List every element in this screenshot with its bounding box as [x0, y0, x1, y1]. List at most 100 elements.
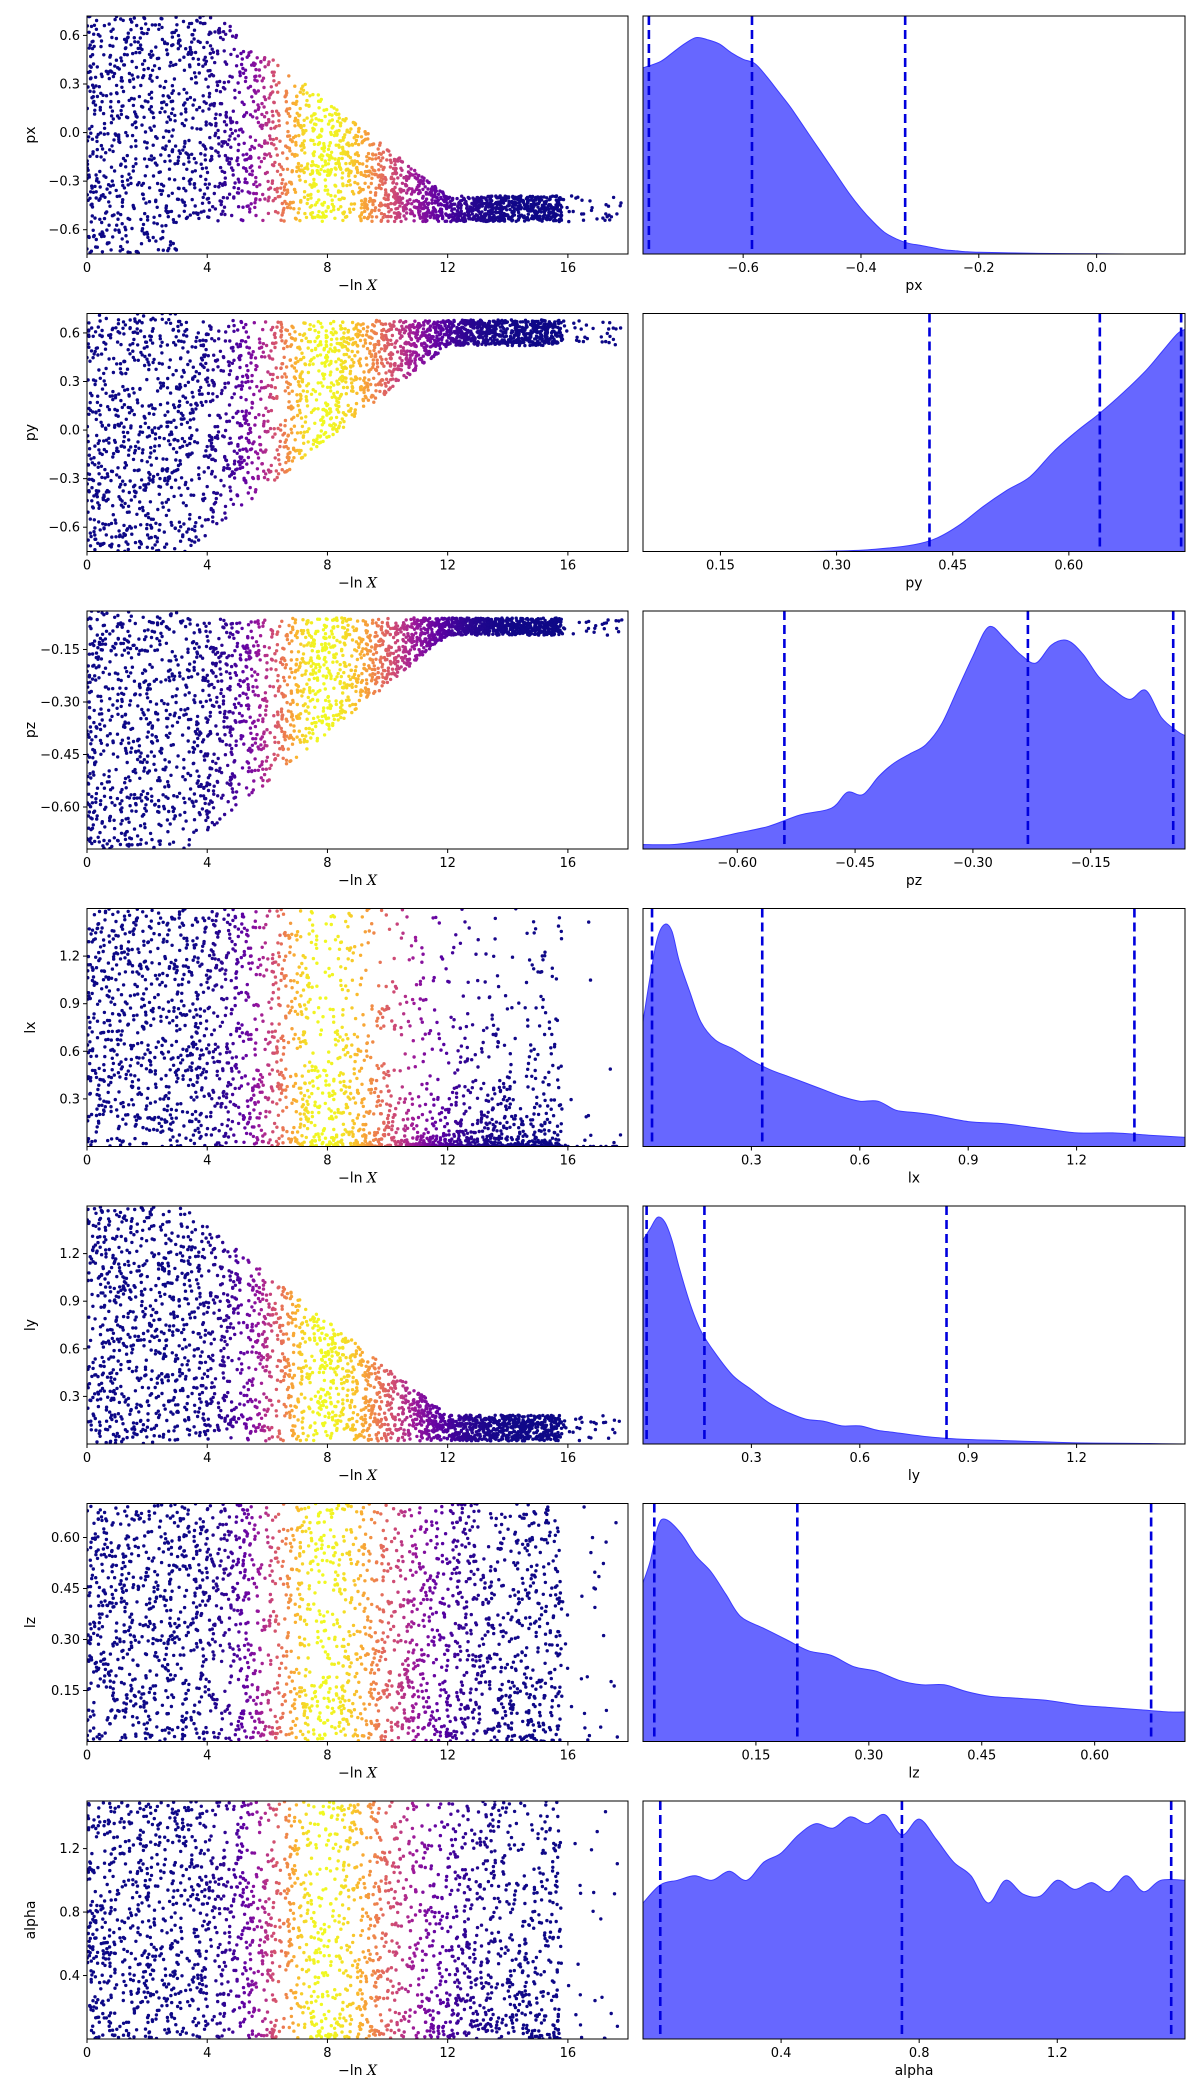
- trace-point: [314, 398, 319, 402]
- trace-point: [279, 320, 283, 325]
- trace-point: [180, 436, 185, 441]
- trace-point: [94, 346, 99, 350]
- trace-point: [164, 513, 169, 518]
- trace-point: [208, 135, 212, 140]
- trace-point: [447, 336, 451, 340]
- trace-point: [176, 329, 181, 333]
- trace-point: [299, 87, 304, 91]
- trace-point: [324, 184, 328, 188]
- trace-point: [223, 176, 227, 180]
- trace-point: [130, 59, 134, 64]
- trace-point: [102, 494, 106, 499]
- trace-point: [553, 206, 558, 211]
- trace-point: [265, 170, 269, 175]
- trace-point: [111, 513, 116, 517]
- trace-point: [322, 346, 327, 351]
- trace-point: [102, 158, 106, 162]
- trace-point: [158, 522, 162, 527]
- trace-point: [465, 329, 469, 333]
- trace-point: [328, 141, 332, 145]
- trace-point: [153, 543, 157, 547]
- trace-point: [173, 343, 178, 347]
- trace-point: [205, 170, 210, 175]
- trace-point: [87, 412, 91, 416]
- trace-point: [435, 342, 440, 347]
- trace-point: [546, 207, 551, 212]
- trace-point: [462, 326, 466, 331]
- trace-point: [129, 145, 133, 149]
- trace-point: [583, 335, 587, 339]
- trace-point: [87, 424, 90, 429]
- trace-point: [138, 506, 142, 511]
- trace-point: [399, 187, 403, 192]
- trace-point: [151, 174, 156, 178]
- trace-point: [296, 161, 301, 166]
- trace-point: [147, 186, 152, 190]
- density-xtick-label: 0.0: [1086, 261, 1107, 276]
- trace-point: [129, 176, 133, 180]
- trace-point: [152, 357, 156, 362]
- trace-point: [92, 530, 96, 534]
- trace-point: [400, 324, 404, 328]
- trace-point: [413, 168, 417, 173]
- trace-point: [537, 330, 541, 334]
- trace-point: [96, 465, 100, 469]
- trace-point: [88, 391, 93, 395]
- trace-point: [154, 239, 158, 243]
- trace-point: [127, 510, 131, 514]
- trace-point: [334, 360, 338, 364]
- trace-point: [526, 217, 530, 222]
- trace-point: [501, 334, 505, 338]
- trace-point: [120, 179, 125, 184]
- trace-point: [217, 31, 221, 35]
- trace-point: [371, 362, 375, 367]
- trace-point: [435, 213, 439, 218]
- trace-point: [138, 539, 142, 544]
- trace-xtick-label: 8: [323, 261, 331, 276]
- trace-point: [259, 448, 263, 452]
- trace-point: [233, 88, 237, 93]
- trace-point: [88, 531, 93, 535]
- trace-point: [522, 340, 526, 345]
- trace-point: [351, 161, 355, 165]
- trace-point: [260, 112, 264, 117]
- trace-point: [510, 329, 514, 333]
- trace-point: [503, 194, 507, 198]
- trace-point: [284, 375, 288, 379]
- trace-point: [406, 371, 410, 375]
- trace-point: [260, 355, 264, 359]
- trace-point: [530, 214, 535, 218]
- trace-point: [264, 448, 268, 452]
- trace-point: [97, 198, 101, 202]
- trace-point: [338, 421, 342, 425]
- trace-point: [195, 441, 200, 445]
- trace-point: [204, 339, 208, 343]
- trace-point: [372, 324, 376, 328]
- trace-point: [257, 435, 262, 439]
- trace-point: [324, 353, 329, 358]
- trace-point: [229, 497, 233, 502]
- trace-point: [365, 159, 369, 163]
- trace-point: [88, 400, 92, 405]
- trace-point: [114, 521, 118, 525]
- trace-point: [210, 154, 214, 159]
- trace-point: [330, 156, 334, 160]
- trace-point: [91, 356, 95, 360]
- trace-point: [272, 100, 276, 105]
- trace-point: [517, 330, 521, 334]
- trace-point: [461, 340, 466, 344]
- trace-point: [431, 209, 435, 213]
- trace-point: [119, 76, 124, 80]
- trace-point: [119, 17, 123, 21]
- trace-point: [87, 439, 90, 444]
- trace-point: [130, 409, 134, 413]
- trace-point: [324, 333, 328, 338]
- trace-point: [217, 337, 221, 341]
- trace-point: [91, 190, 96, 194]
- trace-point: [559, 321, 563, 325]
- trace-point: [193, 524, 197, 529]
- trace-point: [191, 395, 195, 399]
- trace-point: [533, 213, 538, 217]
- trace-point: [111, 74, 116, 79]
- trace-point: [179, 322, 183, 327]
